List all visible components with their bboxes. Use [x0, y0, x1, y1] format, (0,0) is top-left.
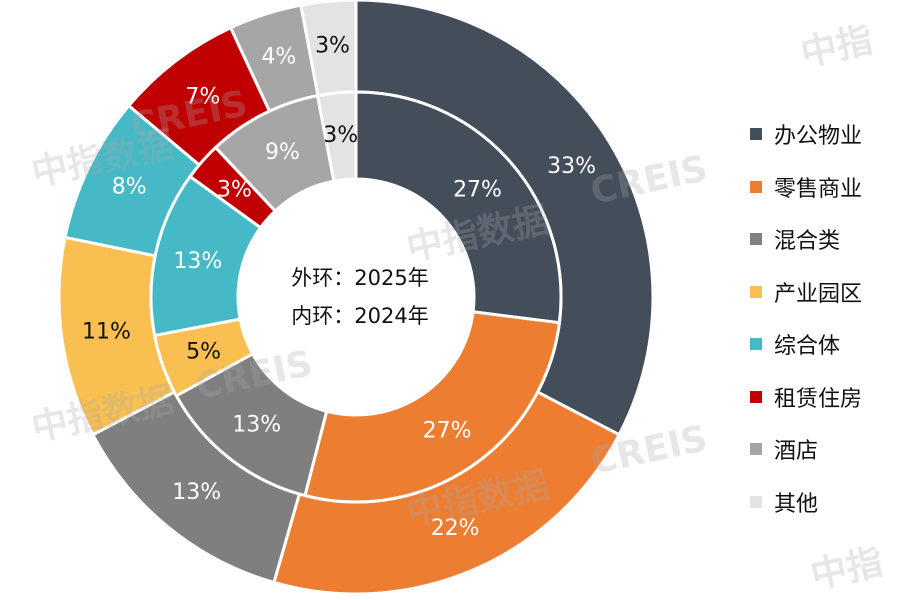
inner-slice-label-1: 27%	[423, 418, 472, 443]
inner-slice-label-0: 27%	[453, 177, 502, 202]
inner-slice-0	[354, 90, 563, 325]
legend-item: 酒店	[750, 423, 862, 476]
outer-slice-label-0: 33%	[547, 154, 596, 179]
legend-label: 其他	[774, 491, 819, 517]
legend-swatch	[750, 390, 762, 403]
inner-slice-label-4: 13%	[173, 249, 222, 274]
legend-item: 产业园区	[750, 266, 862, 319]
center-label-outer: 外环：2025年	[291, 266, 429, 290]
inner-slice-label-5: 3%	[217, 177, 252, 202]
legend-label: 产业园区	[774, 281, 863, 307]
center-label-inner: 内环：2024年	[291, 304, 429, 328]
inner-ring	[149, 90, 563, 504]
legend-label: 租赁住房	[774, 386, 863, 412]
legend-label: 办公物业	[774, 124, 863, 150]
legend-swatch	[750, 180, 762, 193]
legend-label: 零售商业	[774, 176, 863, 202]
legend-label: 综合体	[774, 334, 841, 360]
legend: 办公物业零售商业混合类产业园区综合体租赁住房酒店其他	[750, 108, 862, 528]
outer-slice-label-2: 13%	[172, 480, 221, 505]
inner-slice-label-7: 3%	[323, 123, 358, 148]
legend-item: 其他	[750, 476, 862, 529]
outer-slice-label-5: 7%	[185, 84, 220, 109]
inner-slice-1	[303, 310, 562, 504]
slice-labels: 33% 22% 13% 11% 8% 7% 4% 3% 27% 27% 13% 5% 13% 3% 9% 3%	[82, 34, 596, 542]
legend-swatch	[750, 233, 762, 246]
legend-swatch	[750, 443, 762, 456]
outer-slice-label-7: 3%	[315, 34, 350, 59]
legend-label: 酒店	[774, 439, 819, 465]
outer-slice-label-4: 8%	[112, 175, 147, 200]
outer-ring	[57, 0, 655, 596]
legend-swatch	[750, 285, 762, 298]
legend-item: 综合体	[750, 318, 862, 371]
legend-item: 混合类	[750, 213, 862, 266]
inner-slice-label-3: 5%	[186, 339, 221, 364]
legend-swatch	[750, 495, 762, 508]
outer-slice-label-6: 4%	[261, 45, 296, 70]
legend-swatch	[750, 128, 762, 141]
inner-slice-7	[315, 90, 358, 183]
inner-slice-label-2: 13%	[232, 413, 281, 438]
legend-swatch	[750, 338, 762, 351]
legend-item: 零售商业	[750, 161, 862, 214]
outer-slice-label-3: 11%	[82, 320, 131, 345]
inner-slice-label-6: 9%	[265, 140, 300, 165]
legend-label: 混合类	[774, 229, 841, 255]
legend-item: 租赁住房	[750, 371, 862, 424]
legend-item: 办公物业	[750, 108, 862, 161]
outer-slice-label-1: 22%	[431, 516, 480, 541]
